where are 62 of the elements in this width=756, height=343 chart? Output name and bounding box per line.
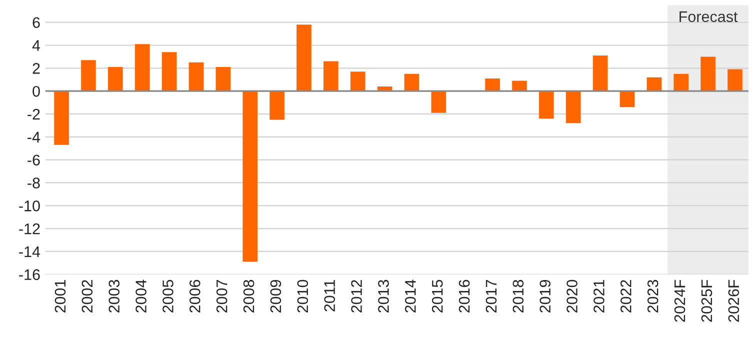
x-tick-label: 2011 — [324, 280, 336, 312]
x-tick-label: 2006 — [189, 280, 200, 312]
bar — [674, 74, 689, 92]
x-tick-label: 2023 — [647, 280, 658, 312]
bar — [539, 91, 554, 119]
bar — [216, 67, 231, 92]
bar — [728, 69, 742, 92]
x-tick-label: 2021 — [594, 280, 604, 312]
y-tick-label: 4 — [32, 40, 40, 51]
bar — [162, 52, 177, 92]
x-tick-label: 2020 — [566, 280, 578, 312]
x-tick-label: 2008 — [243, 280, 254, 312]
x-tick-label: 2001 — [54, 280, 66, 312]
x-tick-label: 2024F — [674, 280, 686, 322]
x-tick-label: 2016 — [458, 280, 470, 312]
y-tick-label: -12 — [19, 223, 40, 234]
bar — [620, 91, 635, 108]
x-tick-label: 2009 — [270, 280, 282, 312]
x-tick-label: 2004 — [136, 280, 146, 312]
x-tick-label: 2025F — [701, 280, 712, 322]
bar — [134, 44, 150, 92]
bar — [700, 56, 716, 92]
bar — [350, 72, 366, 92]
x-tick-label: 2010 — [297, 280, 308, 312]
y-tick-label: -4 — [28, 132, 40, 142]
y-tick-label: -6 — [28, 154, 40, 166]
bar — [592, 56, 608, 92]
bar — [646, 77, 662, 92]
bar — [485, 78, 500, 92]
x-tick-label: 2003 — [108, 280, 120, 312]
bar — [431, 91, 446, 113]
x-tick-label: 2017 — [486, 280, 497, 312]
bar — [566, 91, 581, 124]
bar — [404, 74, 420, 92]
bar — [270, 91, 284, 120]
bar — [323, 61, 338, 92]
x-tick-label: 2015 — [432, 280, 443, 312]
x-tick-label: 2005 — [162, 280, 174, 312]
x-tick-label: 2026F — [728, 280, 740, 322]
bar — [296, 24, 312, 92]
y-tick-label: -8 — [28, 178, 40, 188]
y-tick-label: -10 — [19, 200, 40, 212]
y-tick-label: 2 — [32, 63, 40, 74]
x-tick-label: 2012 — [351, 280, 362, 312]
y-tick-label: 0 — [32, 86, 40, 97]
bar — [242, 91, 258, 262]
y-tick-label: -2 — [28, 108, 40, 120]
band-label: Forecast — [680, 11, 738, 22]
y-tick-label: 6 — [32, 17, 40, 28]
x-tick-label: 2019 — [540, 280, 551, 312]
x-tick-label: 2007 — [216, 280, 228, 312]
x-tick-label: 2002 — [82, 280, 93, 312]
bar — [81, 60, 96, 92]
bar — [188, 62, 204, 92]
x-tick-label: 2018 — [512, 280, 524, 312]
y-tick-label: -16 — [19, 269, 40, 280]
x-tick-label: 2014 — [405, 280, 416, 312]
x-tick-label: 2013 — [378, 280, 389, 312]
bar — [54, 91, 69, 145]
y-tick-label: -14 — [19, 246, 40, 258]
x-tick-label: 2022 — [620, 280, 632, 312]
bar — [108, 67, 123, 92]
